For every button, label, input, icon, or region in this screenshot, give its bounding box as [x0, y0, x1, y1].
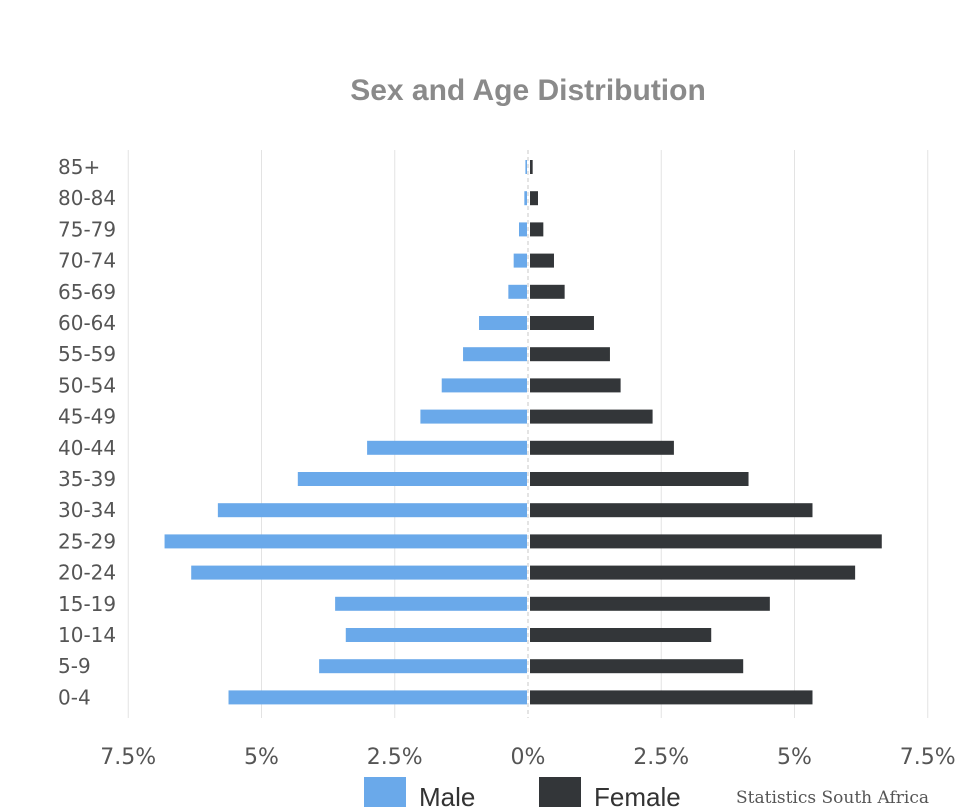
category-label: 10-14: [58, 623, 116, 647]
bar-female-0-4: [530, 690, 813, 705]
legend-male-label: Male: [419, 782, 475, 807]
bar-female-75-79: [530, 222, 544, 237]
category-label: 50-54: [58, 373, 116, 397]
bar-male-60-64: [479, 316, 527, 330]
bar-female-85+: [530, 160, 533, 174]
category-label: 40-44: [58, 436, 116, 460]
legend-male-swatch: [364, 777, 406, 807]
bar-female-40-44: [530, 440, 674, 455]
bar-male-45-49: [420, 409, 527, 424]
x-tick-label: 7.5%: [900, 745, 956, 770]
grid-lines: [127, 150, 929, 718]
category-label: 15-19: [58, 592, 116, 616]
x-tick-label: 5%: [244, 745, 279, 770]
bar-female-65-69: [530, 284, 565, 299]
x-tick-label: 0%: [511, 745, 546, 770]
bar-male-5-9: [319, 659, 527, 674]
bar-female-20-24: [530, 565, 856, 580]
x-tick-label: 7.5%: [100, 745, 156, 770]
bar-female-25-29: [530, 534, 882, 549]
legend-female-swatch: [539, 777, 581, 807]
bar-male-10-14: [345, 628, 527, 642]
legend-female-label: Female: [594, 782, 681, 807]
bar-male-35-39: [297, 472, 527, 486]
bar-female-70-74: [530, 253, 554, 268]
bar-male-30-34: [217, 503, 528, 518]
bar-female-60-64: [530, 316, 594, 330]
category-label: 75-79: [58, 217, 116, 241]
bar-male-70-74: [513, 253, 527, 268]
category-label: 30-34: [58, 498, 116, 522]
bar-female-15-19: [530, 596, 770, 611]
bar-female-35-39: [530, 472, 749, 486]
bar-female-45-49: [530, 409, 653, 424]
category-label: 5-9: [58, 654, 91, 678]
bar-male-20-24: [191, 565, 527, 580]
bar-female-80-84: [530, 191, 538, 206]
x-axis-tick-labels: 7.5% 5% 2.5% 0% 2.5% 5% 7.5%: [100, 745, 955, 770]
bar-male-40-44: [367, 440, 527, 455]
bar-male-80-84: [524, 191, 527, 206]
bar-male-25-29: [164, 534, 527, 549]
category-label: 65-69: [58, 280, 116, 304]
bar-male-75-79: [519, 222, 527, 237]
category-label: 45-49: [58, 405, 116, 429]
legend: Male Female: [364, 777, 681, 807]
bar-male-0-4: [228, 690, 527, 705]
category-label: 85+: [58, 155, 100, 179]
x-tick-label: 2.5%: [633, 745, 689, 770]
bar-male-15-19: [335, 596, 527, 611]
chart-title: Sex and Age Distribution: [350, 74, 706, 107]
credit-text: Statistics South Africa: [736, 788, 929, 807]
bar-female-10-14: [530, 628, 712, 642]
bar-female-5-9: [530, 659, 744, 674]
category-label: 25-29: [58, 529, 116, 553]
category-label: 35-39: [58, 467, 116, 491]
bars: [164, 160, 882, 705]
bar-female-50-54: [530, 378, 621, 393]
category-label: 80-84: [58, 186, 116, 210]
category-label: 20-24: [58, 561, 116, 585]
bar-female-55-59: [530, 347, 610, 362]
category-label: 0-4: [58, 685, 91, 709]
category-label: 60-64: [58, 311, 116, 335]
x-tick-label: 5%: [777, 745, 812, 770]
bar-male-50-54: [441, 378, 527, 393]
x-tick-label: 2.5%: [367, 745, 423, 770]
category-label: 55-59: [58, 342, 116, 366]
bar-female-30-34: [530, 503, 813, 518]
category-label: 70-74: [58, 249, 116, 273]
bar-male-85+: [525, 160, 527, 174]
category-labels: 0-4 5-9 10-14 15-19 20-24 25-29 30-34 35-39 40-4…: [58, 155, 116, 709]
bar-male-55-59: [463, 347, 527, 362]
bar-male-65-69: [508, 284, 527, 299]
